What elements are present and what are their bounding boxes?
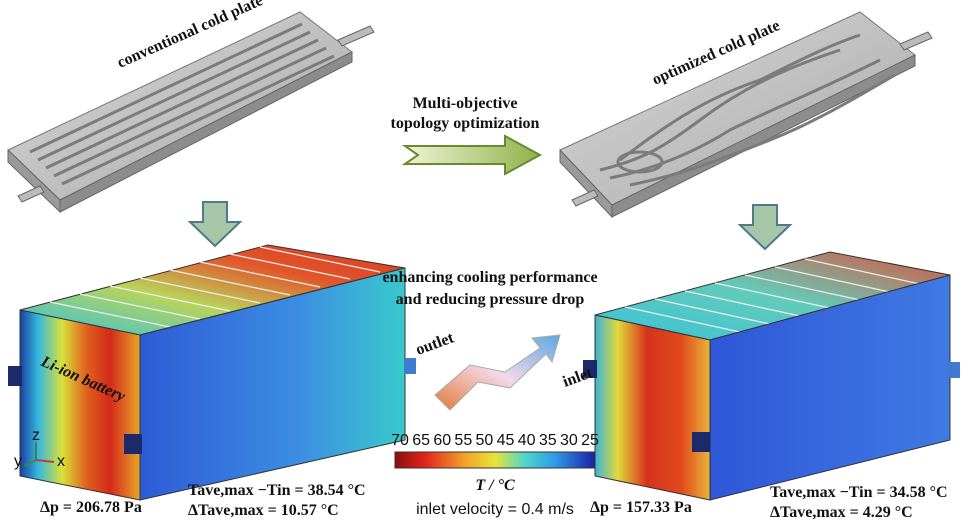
method-label: topology optimization (391, 115, 540, 132)
temperature-rise: Tave,max −Tin = 34.58 °C (770, 484, 948, 501)
temperature-spread: ΔTave,max = 10.57 °C (188, 502, 339, 519)
arrow (190, 202, 240, 246)
figure: conventional cold plate optimized cold p… (0, 0, 970, 529)
inlet-label: inlet (561, 364, 596, 391)
axis-label: y (14, 453, 22, 470)
goal-label: enhancing cooling performance (382, 269, 597, 286)
axis-label: x (57, 453, 65, 470)
colorbar-tick-label: 40 (518, 432, 536, 449)
method-label: Multi-objective (413, 95, 518, 112)
temperature-spread: ΔTave,max = 4.29 °C (770, 504, 913, 521)
colorbar-tick-label: 70 (391, 432, 409, 449)
velocity-label: inlet velocity = 0.4 m/s (416, 501, 574, 518)
battery (583, 252, 960, 500)
goal-label: and reducing pressure drop (396, 291, 585, 308)
colorbar-tick-label: 25 (581, 432, 599, 449)
conventional-plate (8, 12, 374, 212)
outlet-label: outlet (414, 329, 457, 359)
colorbar-tick-label: 50 (476, 432, 494, 449)
flow-arrow (435, 335, 560, 410)
colorbar-tick-label: 55 (454, 432, 472, 449)
colorbar-tick-label: 45 (497, 432, 515, 449)
colorbar-title: T / °C (475, 477, 515, 494)
temperature-rise: Tave,max −Tin = 38.54 °C (188, 482, 366, 499)
colorbar-tick-label: 60 (433, 432, 451, 449)
colorbar (395, 452, 595, 468)
colorbar-tick-label: 65 (412, 432, 430, 449)
colorbar-tick-label: 35 (539, 432, 557, 449)
colorbar-tick-label: 30 (560, 432, 578, 449)
pressure-drop: Δp = 206.78 Pa (40, 499, 142, 516)
axis-label: z (32, 427, 40, 444)
pressure-drop: Δp = 157.33 Pa (590, 499, 692, 516)
arrow (405, 136, 540, 174)
arrow (740, 205, 790, 249)
